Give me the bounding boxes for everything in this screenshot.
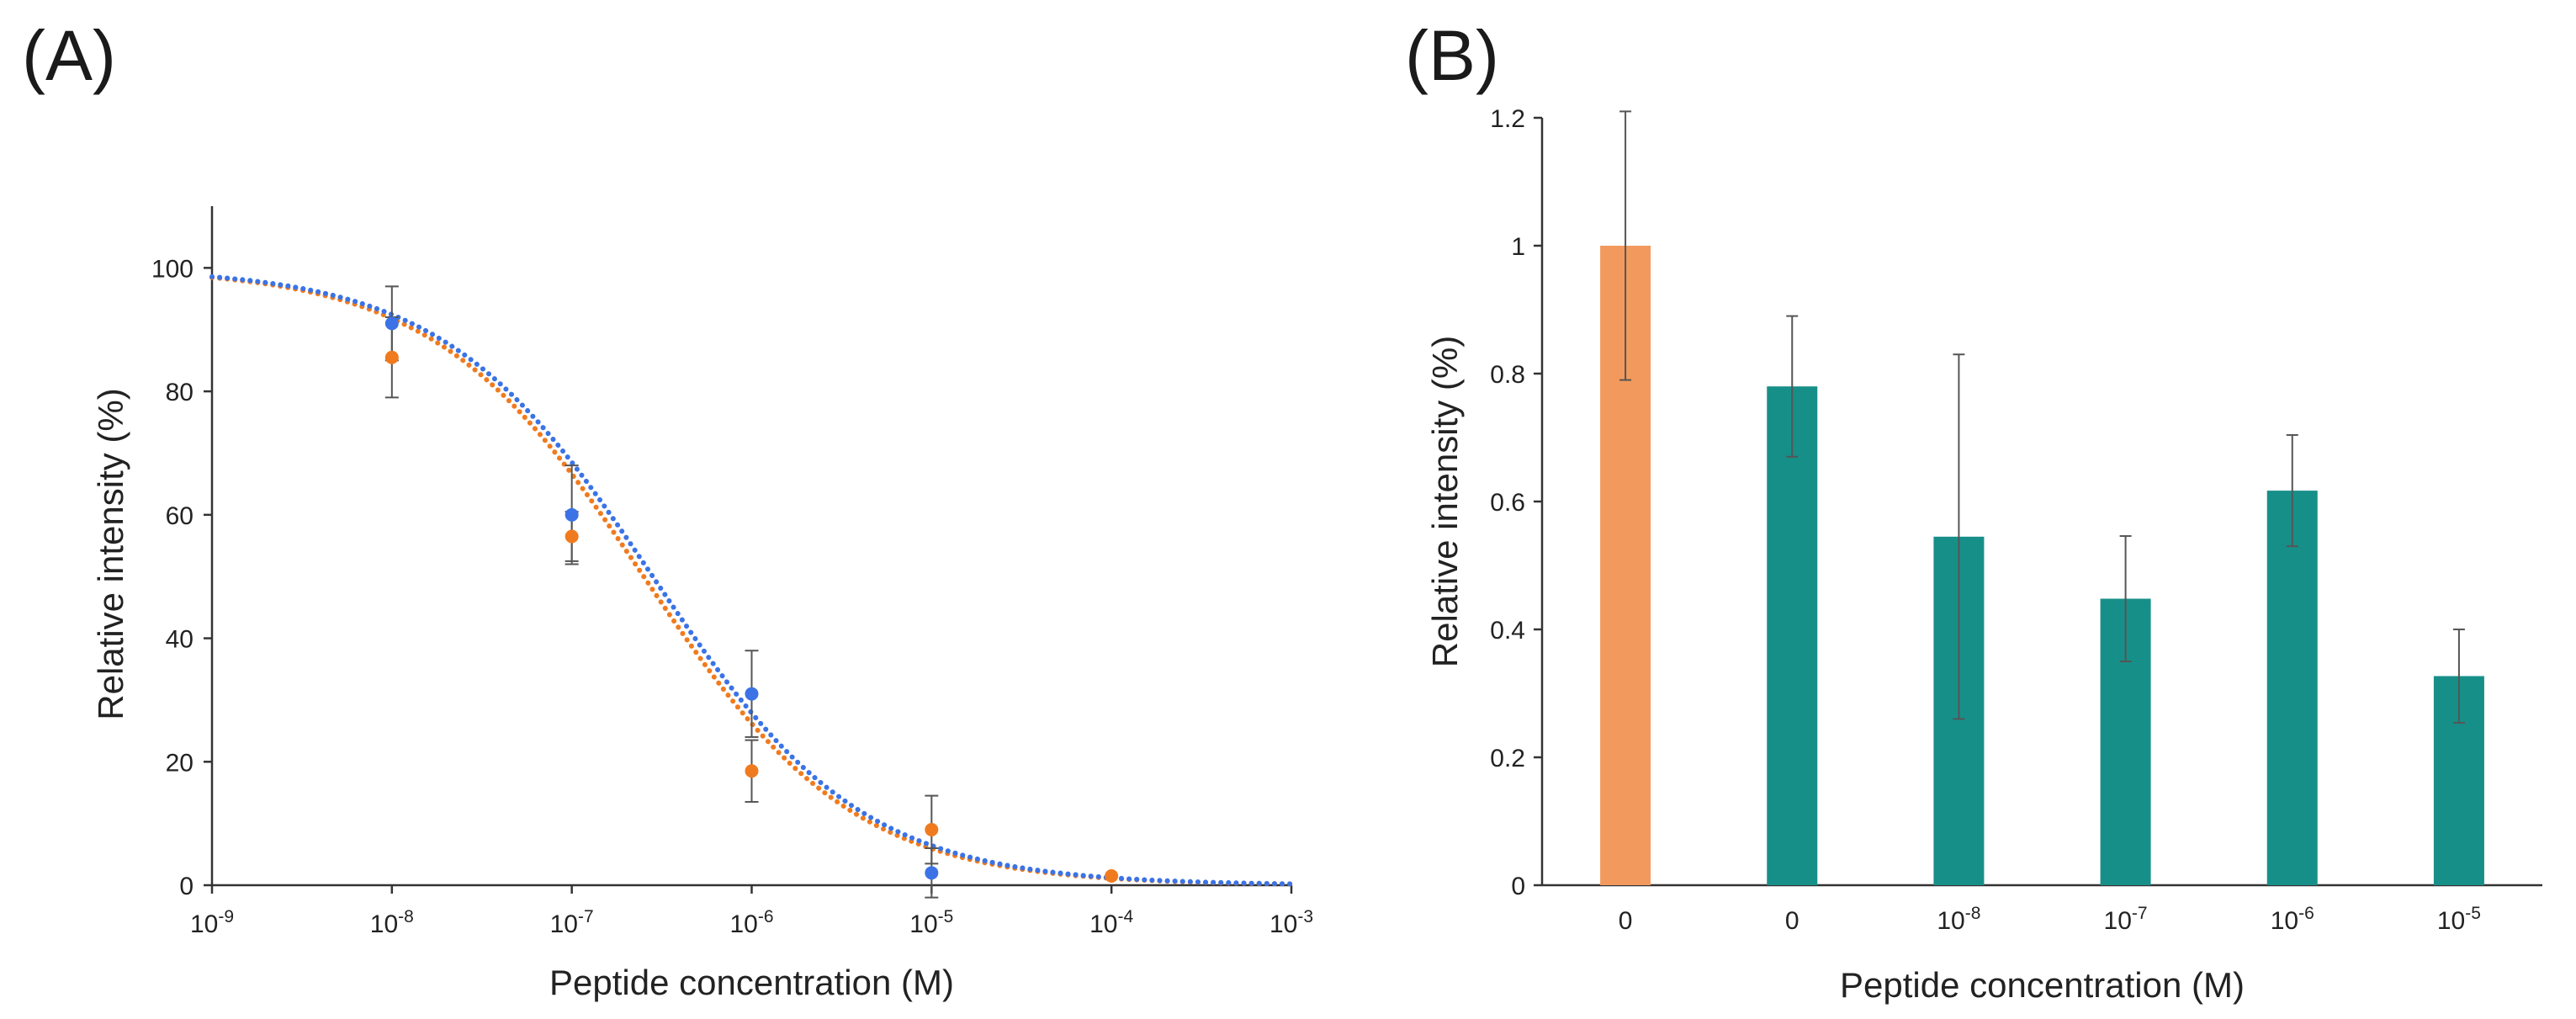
x-tick-label: 10-7 <box>2104 904 2148 935</box>
bar-chart: 0 0.2 0.4 0.6 0.8 1 1.2 0 0 10-8 10-7 10-6 10-5 Pepti… <box>1425 105 2542 1005</box>
y-tick-label: 1 <box>1511 233 1525 261</box>
x-tick-label: 10-9 <box>190 907 234 938</box>
data-point-blue <box>745 687 759 701</box>
data-point-blue <box>925 866 939 880</box>
x-tick-label: 10-3 <box>1269 907 1313 938</box>
x-tick-label: 10-8 <box>1937 904 1980 935</box>
dose-response-chart: 0 20 40 60 80 100 10-9 10-8 10-7 10-6 10-5 10-4 10-3… <box>91 206 1313 1002</box>
x-tick-label: 10-6 <box>729 907 773 938</box>
data-point-orange <box>384 350 399 364</box>
y-tick-label: 40 <box>166 626 193 654</box>
x-tick-label: 10-5 <box>2437 904 2481 935</box>
panel-a: (A) 0 20 40 60 80 100 10-9 10-8 10-7 10-6 10-5 10-4… <box>22 16 1313 1002</box>
data-point-blue <box>564 507 579 522</box>
data-point-orange <box>564 529 579 544</box>
bar <box>1767 386 1818 885</box>
panel-b-label: (B) <box>1405 16 1499 95</box>
y-tick-label: 0.4 <box>1490 617 1525 645</box>
data-point-blue <box>384 316 399 331</box>
x-tick-label: 10-6 <box>2271 904 2314 935</box>
x-tick-label: 10-5 <box>909 907 953 938</box>
y-tick-label: 80 <box>166 379 193 406</box>
y-tick-label: 1.2 <box>1490 105 1525 133</box>
y-tick-label: 0.6 <box>1490 489 1525 517</box>
x-tick-label: 0 <box>1619 907 1633 935</box>
y-tick-label: 0.2 <box>1490 745 1525 772</box>
y-tick-label: 20 <box>166 749 193 777</box>
x-tick-label: 10-8 <box>370 907 414 938</box>
data-point-orange <box>925 822 939 836</box>
panel-b: (B) 0 0.2 0.4 0.6 0.8 1 1.2 0 0 10-8 10-7 10-6 10-5 P… <box>1312 0 2576 1019</box>
y-tick-label: 0 <box>1511 873 1525 900</box>
panel-a-label: (A) <box>22 16 116 95</box>
x-axis-title: Peptide concentration (M) <box>1840 965 2245 1005</box>
x-tick-label: 10-7 <box>550 907 594 938</box>
x-axis-title: Peptide concentration (M) <box>549 963 954 1002</box>
data-point-orange <box>1105 868 1119 883</box>
y-axis-title: Relative intensity (%) <box>1425 336 1465 667</box>
x-tick-label: 10-4 <box>1089 907 1133 938</box>
y-tick-label: 100 <box>151 255 193 283</box>
x-tick-label: 0 <box>1785 907 1799 935</box>
data-point-orange <box>745 764 759 778</box>
y-tick-label: 60 <box>166 502 193 530</box>
y-tick-label: 0.8 <box>1490 361 1525 389</box>
y-tick-label: 0 <box>179 873 193 900</box>
y-axis-title: Relative intensity (%) <box>91 388 130 719</box>
bar <box>2266 491 2318 885</box>
